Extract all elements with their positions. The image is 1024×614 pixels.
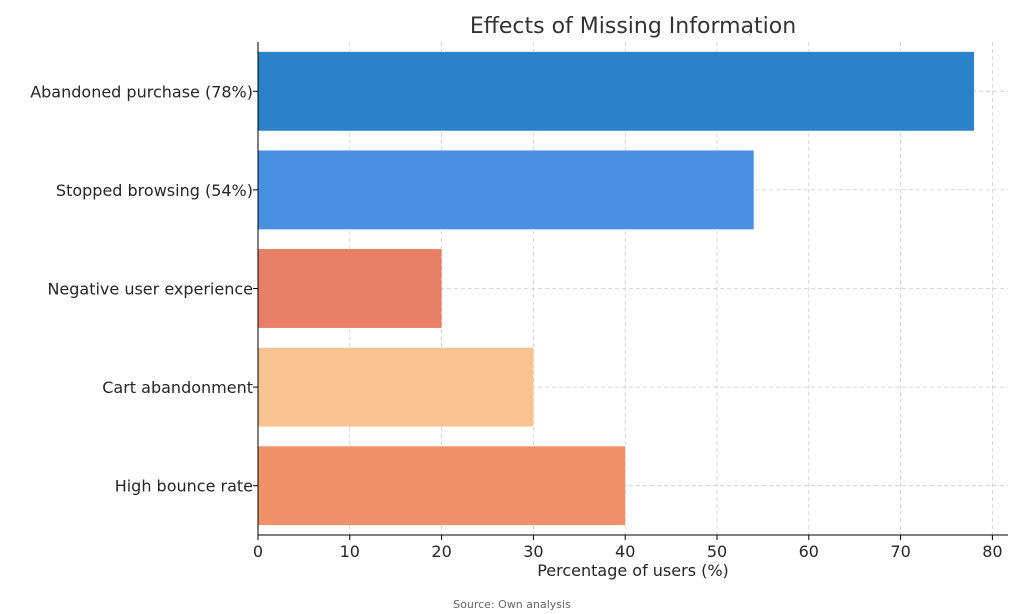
bar	[258, 347, 534, 427]
category-labels: Abandoned purchase (78%) Stopped browsing…	[30, 82, 253, 495]
category-label: Stopped browsing (54%)	[56, 181, 253, 200]
x-axis-title: Percentage of users (%)	[537, 561, 729, 580]
bars	[258, 51, 975, 526]
category-label: High bounce rate	[115, 477, 253, 496]
x-tick-label: 60	[799, 542, 819, 561]
category-label: Cart abandonment	[102, 378, 253, 397]
x-tick-label: 20	[431, 542, 451, 561]
x-tick-label: 0	[253, 542, 263, 561]
bar	[258, 249, 442, 328]
source-note: Source: Own analysis	[453, 598, 571, 611]
x-tick-label: 70	[890, 542, 910, 561]
axes	[253, 42, 1008, 540]
x-tick-labels: 0 10 20 30 40 50 60 70 80	[253, 542, 1003, 561]
category-label: Negative user experience	[47, 280, 253, 299]
x-tick-label: 50	[707, 542, 727, 561]
bar	[258, 51, 975, 131]
category-label: Abandoned purchase (78%)	[30, 82, 253, 101]
x-tick-label: 40	[615, 542, 635, 561]
bar	[258, 446, 626, 526]
chart-title: Effects of Missing Information	[470, 14, 796, 39]
bar	[258, 150, 754, 230]
x-tick-label: 30	[523, 542, 543, 561]
x-tick-label: 10	[340, 542, 360, 561]
x-tick-label: 80	[982, 542, 1002, 561]
